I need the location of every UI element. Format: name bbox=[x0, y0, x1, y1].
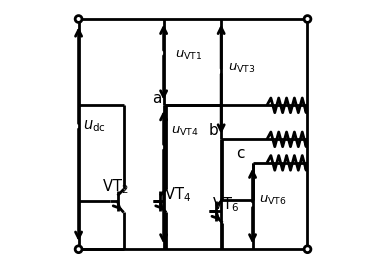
Text: $\mathrm{VT}_6$: $\mathrm{VT}_6$ bbox=[212, 195, 239, 214]
Text: $\mathrm{VT}_2$: $\mathrm{VT}_2$ bbox=[102, 177, 128, 196]
Text: $u_{\mathrm{VT4}}$: $u_{\mathrm{VT4}}$ bbox=[172, 125, 199, 138]
Text: $u_{\mathrm{VT1}}$: $u_{\mathrm{VT1}}$ bbox=[176, 49, 203, 62]
Text: a: a bbox=[152, 91, 162, 106]
Text: c: c bbox=[236, 146, 245, 161]
Text: $u_{\mathrm{VT3}}$: $u_{\mathrm{VT3}}$ bbox=[228, 62, 255, 75]
Circle shape bbox=[75, 246, 82, 253]
Text: $u_{\mathrm{dc}}$: $u_{\mathrm{dc}}$ bbox=[83, 118, 106, 134]
Text: b: b bbox=[208, 123, 218, 138]
Text: $u_{\mathrm{VT6}}$: $u_{\mathrm{VT6}}$ bbox=[259, 194, 287, 208]
Circle shape bbox=[75, 16, 82, 22]
Circle shape bbox=[304, 246, 311, 253]
Circle shape bbox=[304, 16, 311, 22]
Text: $\mathrm{VT}_4$: $\mathrm{VT}_4$ bbox=[165, 185, 191, 204]
